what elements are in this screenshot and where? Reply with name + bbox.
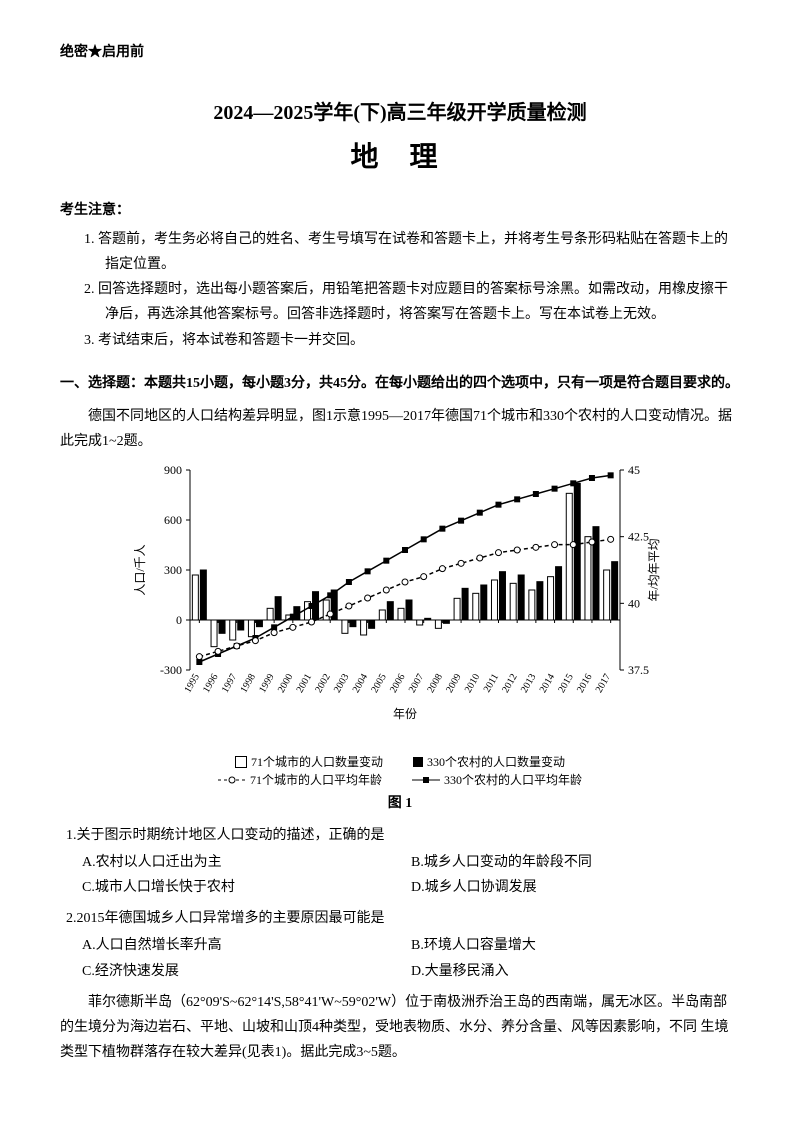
- notice-item: 2. 回答选择题时，选出每小题答案后，用铅笔把答题卡对应题目的答案标号涂黑。如需…: [84, 277, 740, 327]
- svg-text:45: 45: [628, 463, 640, 477]
- notice-item: 1. 答题前，考生务必将自己的姓名、考生号填写在试卷和答题卡上，并将考生号条形码…: [84, 227, 740, 277]
- svg-text:1999: 1999: [257, 672, 277, 695]
- notice-list: 1. 答题前，考生务必将自己的姓名、考生号填写在试卷和答题卡上，并将考生号条形码…: [84, 227, 740, 353]
- svg-text:900: 900: [164, 463, 182, 477]
- option: C.经济快速发展: [82, 959, 411, 984]
- section-heading: 一、选择题：本题共15小题，每小题3分，共45分。在每小题给出的四个选项中，只有…: [60, 371, 740, 396]
- question-1-options: A.农村以人口迁出为主 B.城乡人口变动的年龄段不同 C.城市人口增长快于农村 …: [82, 850, 740, 900]
- option: D.城乡人口协调发展: [411, 875, 740, 900]
- figure-caption: 图 1: [130, 791, 670, 816]
- population-chart: -300 0 300 600 900 37.5 40 42.5 45 人口/千人 年/均年平均 199…: [130, 460, 670, 740]
- notice-item: 3. 考试结束后，将本试卷和答题卡一并交回。: [84, 328, 740, 353]
- svg-text:2000: 2000: [276, 672, 296, 695]
- svg-text:年/均年平均: 年/均年平均: [647, 539, 661, 602]
- svg-text:1995: 1995: [182, 672, 202, 695]
- svg-text:2002: 2002: [313, 672, 333, 695]
- passage-1: 德国不同地区的人口结构差异明显，图1示意1995—2017年德国71个城市和33…: [60, 404, 740, 454]
- option: A.农村以人口迁出为主: [82, 850, 411, 875]
- option: A.人口自然增长率升高: [82, 933, 411, 958]
- question-2-options: A.人口自然增长率升高 B.环境人口容量增大 C.经济快速发展 D.大量移民涌入: [82, 933, 740, 983]
- option: C.城市人口增长快于农村: [82, 875, 411, 900]
- svg-text:人口/千人: 人口/千人: [133, 545, 147, 596]
- option: B.环境人口容量增大: [411, 933, 740, 958]
- legend-bar-city: 71个城市的人口数量变动: [235, 753, 383, 771]
- question-1-stem: 1.关于图示时期统计地区人口变动的描述，正确的是: [66, 823, 740, 848]
- svg-text:2015: 2015: [556, 672, 576, 695]
- notice-heading: 考生注意：: [60, 198, 740, 223]
- svg-text:1996: 1996: [201, 672, 221, 695]
- svg-text:600: 600: [164, 513, 182, 527]
- svg-text:37.5: 37.5: [628, 663, 649, 677]
- subject-title: 地 理: [60, 133, 740, 183]
- svg-text:2014: 2014: [538, 672, 558, 695]
- legend-bar-rural: 330个农村的人口数量变动: [413, 753, 565, 771]
- svg-text:年份: 年份: [393, 707, 417, 721]
- svg-text:2012: 2012: [500, 672, 520, 695]
- chart-legend: 71个城市的人口数量变动 330个农村的人口数量变动 71个城市的人口平均年龄 …: [130, 753, 670, 789]
- svg-text:0: 0: [176, 613, 182, 627]
- svg-text:300: 300: [164, 563, 182, 577]
- svg-text:2010: 2010: [463, 672, 483, 695]
- svg-text:2004: 2004: [351, 672, 371, 695]
- confidential-mark: 绝密★启用前: [60, 40, 740, 65]
- passage-2: 菲尔德斯半岛（62°09'S~62°14'S,58°41'W~59°02'W）位…: [60, 990, 740, 1066]
- option: D.大量移民涌入: [411, 959, 740, 984]
- svg-text:2005: 2005: [369, 672, 389, 695]
- legend-line-rural: 330个农村的人口平均年龄: [412, 771, 582, 789]
- svg-text:-300: -300: [160, 663, 182, 677]
- svg-text:2017: 2017: [594, 672, 614, 695]
- svg-text:40: 40: [628, 597, 640, 611]
- legend-line-city: 71个城市的人口平均年龄: [218, 771, 382, 789]
- svg-text:1998: 1998: [239, 672, 259, 695]
- svg-text:2009: 2009: [444, 672, 464, 695]
- svg-text:2013: 2013: [519, 672, 539, 695]
- svg-text:42.5: 42.5: [628, 530, 649, 544]
- svg-text:2011: 2011: [482, 672, 501, 695]
- svg-text:2007: 2007: [407, 672, 427, 695]
- figure-1: -300 0 300 600 900 37.5 40 42.5 45 人口/千人 年/均年平均 199…: [130, 460, 670, 816]
- svg-text:2001: 2001: [295, 672, 315, 695]
- svg-text:2016: 2016: [575, 672, 595, 695]
- svg-text:2008: 2008: [425, 672, 445, 695]
- svg-text:1997: 1997: [220, 672, 240, 695]
- exam-title: 2024—2025学年(下)高三年级开学质量检测: [60, 95, 740, 131]
- svg-text:2006: 2006: [388, 672, 408, 695]
- option: B.城乡人口变动的年龄段不同: [411, 850, 740, 875]
- svg-text:2003: 2003: [332, 672, 352, 695]
- question-2-stem: 2.2015年德国城乡人口异常增多的主要原因最可能是: [66, 906, 740, 931]
